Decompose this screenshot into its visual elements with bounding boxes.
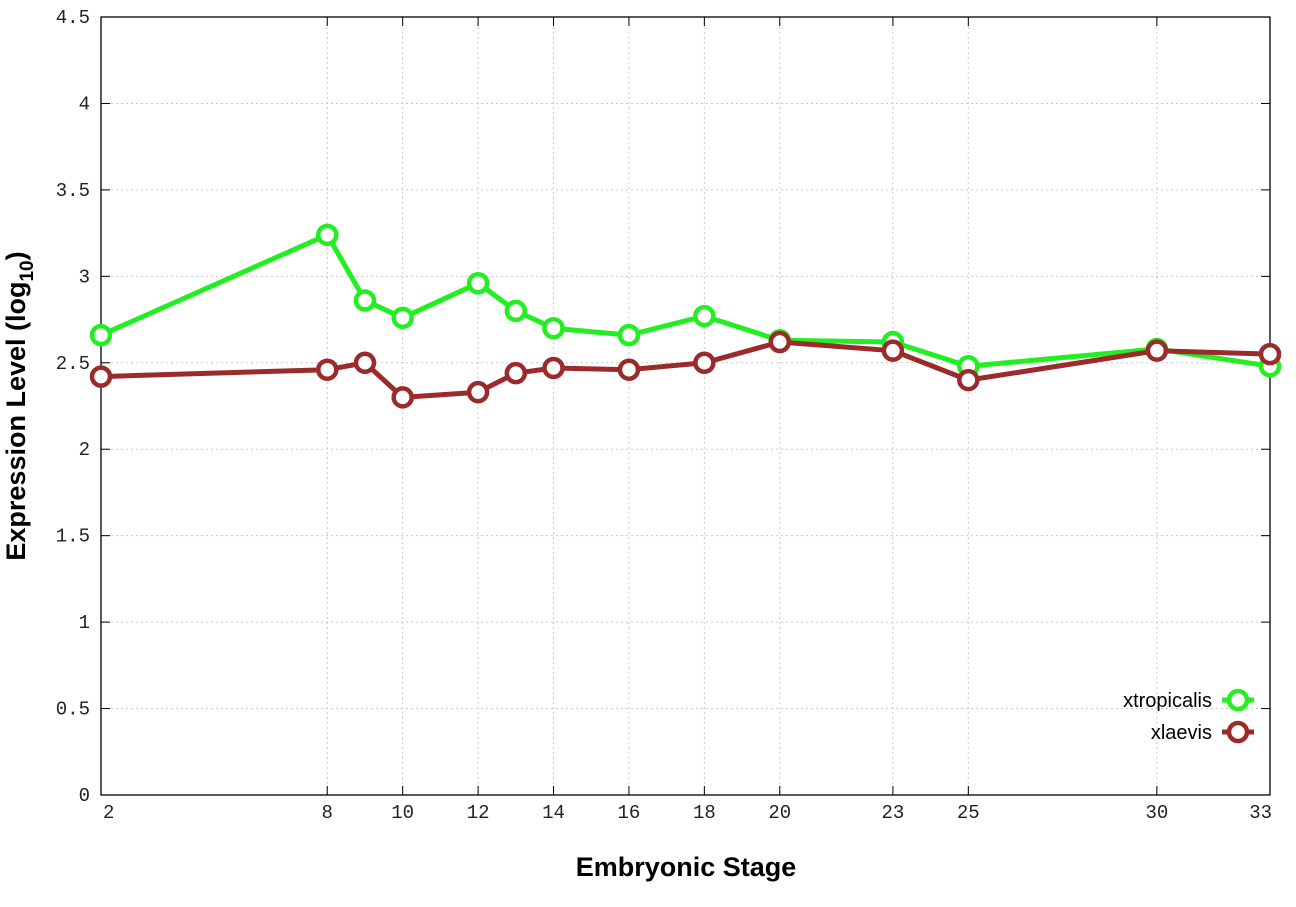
data-point-xlaevis xyxy=(881,339,905,362)
x-axis-title: Embryonic Stage xyxy=(576,852,797,882)
legend: xtropicalis xlaevis xyxy=(1123,688,1254,744)
x-tick-label: 30 xyxy=(1145,802,1168,824)
data-point-xtropicalis xyxy=(617,323,641,347)
x-tick-label: 14 xyxy=(542,802,565,824)
x-tick-label: 33 xyxy=(1249,802,1272,824)
data-point-xtropicalis xyxy=(316,223,339,247)
x-tick-label: 16 xyxy=(618,802,641,824)
data-point-xlaevis xyxy=(504,361,528,385)
data-point-xlaevis xyxy=(617,358,641,381)
data-point-xlaevis xyxy=(768,330,792,354)
series-xtropicalis xyxy=(89,223,1282,378)
axis-ticks: 2 8 10 12 14 16 18 20 23 25 30 33 0 0.5 1 1.5 2 2.5 3 3.5 4 4… xyxy=(56,7,1272,824)
y-axis-title: Expression Level (log10) xyxy=(1,251,38,560)
y-tick-label: 2 xyxy=(79,439,90,461)
y-tick-label: 1.5 xyxy=(56,526,90,548)
y-tick-label: 4 xyxy=(79,93,90,115)
data-point-xtropicalis xyxy=(466,271,490,295)
data-point-xlaevis xyxy=(466,380,490,404)
data-point-xtropicalis xyxy=(693,304,716,328)
data-point-xlaevis xyxy=(542,356,565,380)
data-point-xtropicalis xyxy=(89,323,113,347)
y-axis-title-subscript: 10 xyxy=(17,260,38,281)
series-layer xyxy=(89,223,1282,409)
x-tick-label: 18 xyxy=(693,802,716,824)
x-tick-label: 2 xyxy=(103,802,114,824)
x-tick-label: 12 xyxy=(467,802,490,824)
grid-lines xyxy=(101,17,1270,795)
y-axis-title-close: ) xyxy=(1,251,31,260)
legend-item-xlaevis: xlaevis xyxy=(1151,720,1254,744)
x-tick-label: 20 xyxy=(768,802,791,824)
data-point-xtropicalis xyxy=(504,299,528,323)
legend-marker-swatch xyxy=(1226,720,1250,744)
y-tick-label: 3 xyxy=(79,266,90,288)
series-line-xlaevis xyxy=(100,339,1271,400)
data-point-xlaevis xyxy=(353,351,377,375)
legend-marker-swatch xyxy=(1226,688,1250,712)
legend-item-xtropicalis: xtropicalis xyxy=(1123,688,1254,712)
data-point-xtropicalis xyxy=(391,306,414,330)
plot-frame xyxy=(100,16,1271,796)
data-point-xlaevis xyxy=(89,365,113,388)
data-point-xlaevis xyxy=(316,358,339,381)
legend-label: xlaevis xyxy=(1151,722,1212,744)
series-line-xtropicalis xyxy=(99,232,1271,369)
series-xlaevis xyxy=(89,330,1282,409)
data-point-xlaevis xyxy=(1145,339,1169,362)
data-point-xlaevis xyxy=(957,368,980,392)
y-tick-label: 1 xyxy=(79,612,90,634)
y-axis-title-main: Expression Level (log xyxy=(1,282,31,561)
x-tick-label: 10 xyxy=(391,802,414,824)
data-point-xlaevis xyxy=(1258,342,1282,366)
y-tick-label: 2.5 xyxy=(56,353,90,375)
data-point-xtropicalis xyxy=(353,289,377,312)
y-tick-label: 4.5 xyxy=(56,7,90,29)
data-point-xtropicalis xyxy=(542,316,565,340)
legend-label: xtropicalis xyxy=(1123,690,1212,712)
x-tick-label: 25 xyxy=(957,802,980,824)
y-tick-label: 3.5 xyxy=(56,180,90,202)
x-tick-label: 8 xyxy=(322,802,333,824)
data-point-xlaevis xyxy=(693,351,716,375)
data-point-xlaevis xyxy=(391,386,414,409)
y-tick-label: 0.5 xyxy=(56,699,90,721)
y-tick-label: 0 xyxy=(79,785,90,807)
x-tick-label: 23 xyxy=(881,802,904,824)
